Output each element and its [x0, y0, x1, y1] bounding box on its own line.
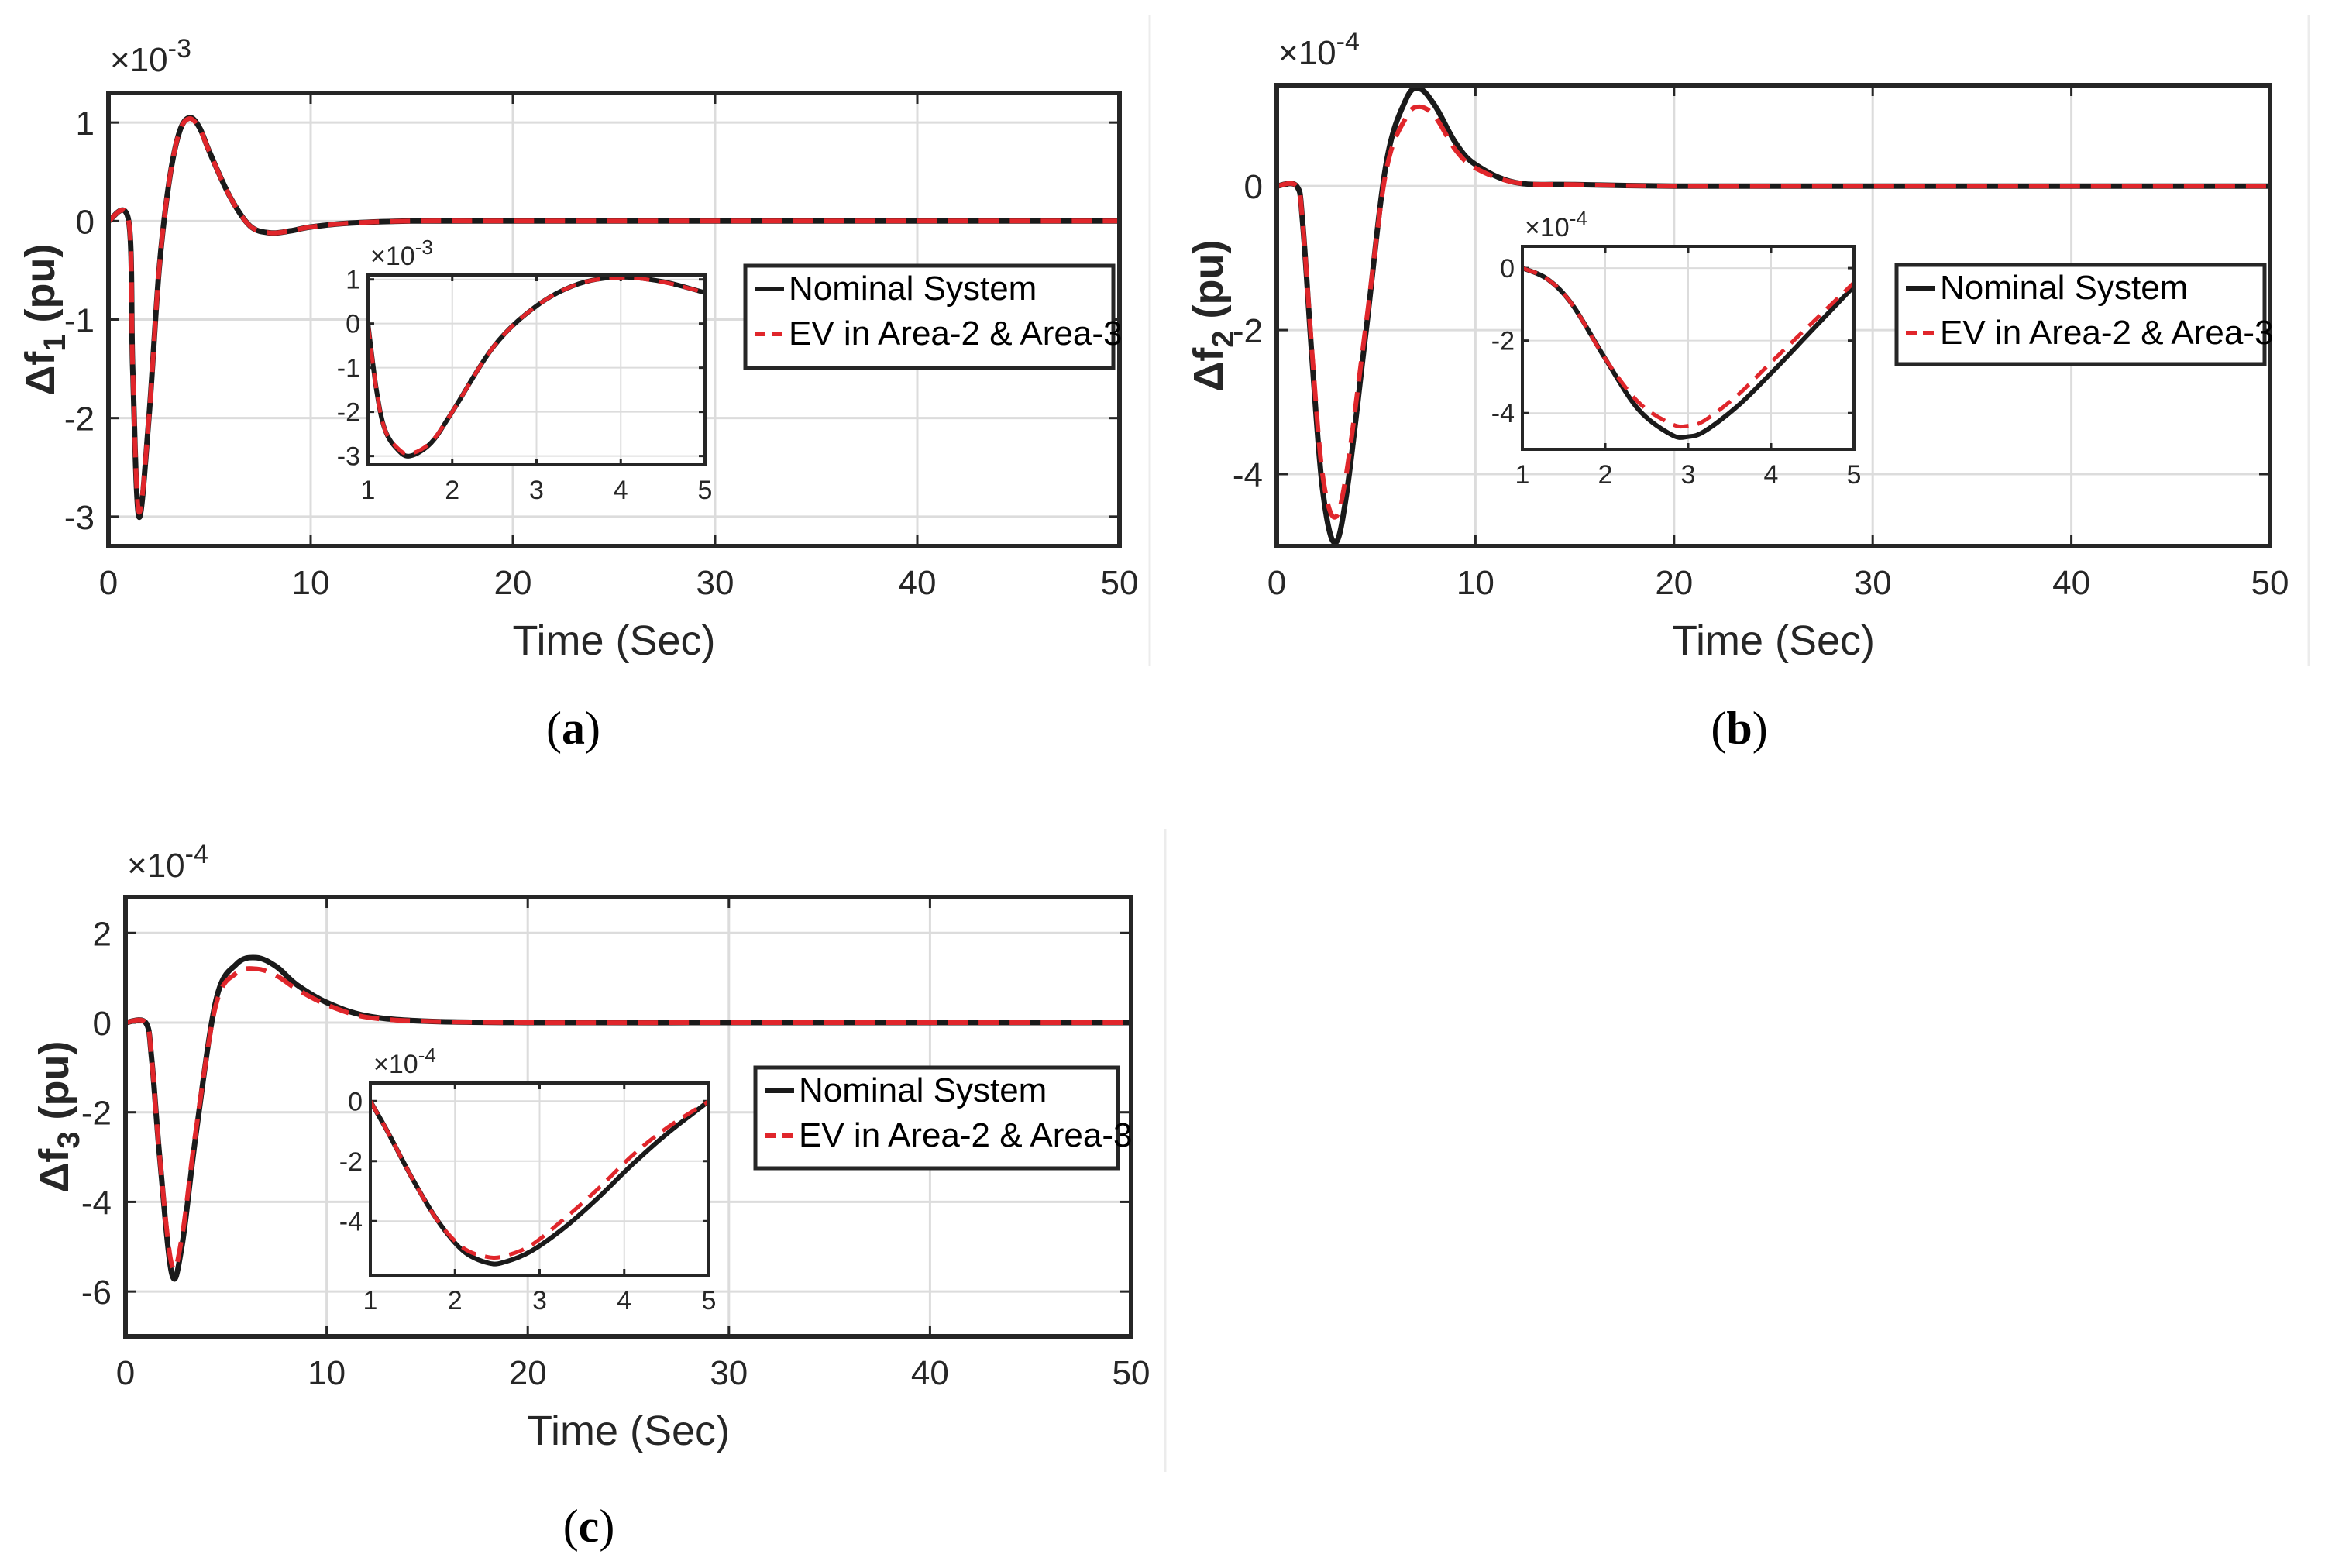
caption-c: (c)	[563, 1501, 615, 1552]
main-frame	[123, 895, 1133, 1339]
inset-tick-label-y: -2	[1491, 327, 1515, 356]
inset-line-ev	[370, 1099, 709, 1260]
main-tick-label-x: 20	[494, 564, 532, 602]
main-tick-label-y: -1	[64, 302, 95, 340]
main-tick-label-x: 10	[1457, 564, 1494, 602]
inset-tick-label-y: -2	[337, 398, 360, 428]
y-multiplier: ×10-3	[110, 34, 191, 79]
legend-label-nominal: Nominal System	[789, 270, 1037, 308]
inset-line-ev	[1522, 266, 1854, 429]
main-tick-label-y: -3	[64, 499, 95, 537]
series-line-ev	[108, 116, 1120, 515]
inset-tick-label-x: 1	[1515, 460, 1530, 490]
main-tick-label-y: -2	[64, 401, 95, 438]
y-axis-label: Δf3 (pu)	[31, 1041, 86, 1193]
inset-tick-label-y: 0	[1500, 254, 1515, 284]
inset-tick-label-y: -2	[339, 1147, 363, 1177]
main-tick-label-y: -2	[81, 1095, 112, 1133]
y-axis-label: Δf2 (pu)	[1185, 240, 1240, 392]
y-multiplier: ×10-4	[127, 840, 208, 885]
inset-tick-label-x: 4	[617, 1286, 631, 1315]
caption-b: (b)	[1711, 703, 1767, 754]
main-tick-label-x: 40	[911, 1354, 949, 1392]
main-tick-label-x: 40	[899, 564, 937, 602]
inset-tick-label-x: 2	[445, 476, 459, 505]
legend-label-nominal: Nominal System	[1940, 269, 2188, 307]
main-tick-label-x: 0	[1267, 564, 1286, 602]
series-line-ev	[1277, 104, 2270, 520]
inset-tick-label-x: 4	[1764, 460, 1779, 490]
inset-tick-label-x: 4	[614, 476, 628, 505]
main-tick-label-x: 30	[1854, 564, 1892, 602]
main-tick-label-y: -4	[1233, 456, 1263, 494]
main-tick-label-x: 50	[2251, 564, 2289, 602]
main-tick-label-x: 30	[696, 564, 734, 602]
main-tick-label-x: 40	[2052, 564, 2090, 602]
main-tick-label-y: 2	[93, 915, 112, 953]
inset-tick-label-y: -3	[337, 442, 360, 472]
main-tick-label-y: 0	[93, 1005, 112, 1043]
main-tick-label-y: -4	[81, 1184, 112, 1222]
x-axis-label: Time (Sec)	[527, 1408, 730, 1454]
inset-line-ev	[368, 275, 705, 456]
inset-tick-label-y: 0	[346, 310, 360, 339]
inset-y-multiplier: ×10-3	[370, 236, 433, 271]
main-tick-label-y: 0	[76, 203, 95, 241]
inset-tick-label-x: 5	[702, 1286, 717, 1315]
inset-tick-label-y: -4	[1491, 399, 1515, 428]
main-tick-label-x: 50	[1113, 1354, 1150, 1392]
y-multiplier: ×10-4	[1278, 27, 1360, 72]
series-line-ev	[126, 966, 1131, 1272]
legend-label-ev: EV in Area-2 & Area-3	[789, 315, 1122, 352]
main-tick-label-x: 20	[509, 1354, 547, 1392]
legend-box	[1894, 263, 2267, 366]
inset-tick-label-y: 0	[348, 1087, 363, 1116]
inset-tick-label-x: 5	[698, 476, 713, 505]
main-tick-label-y: 0	[1244, 168, 1263, 206]
inset-frame	[1521, 245, 1856, 451]
main-tick-label-y: -6	[81, 1274, 112, 1312]
main-tick-label-x: 10	[292, 564, 330, 602]
inset-tick-label-x: 3	[529, 476, 544, 505]
inset-tick-label-y: -4	[339, 1207, 363, 1236]
inset-tick-label-x: 2	[1598, 460, 1613, 490]
inset-tick-label-x: 3	[1681, 460, 1696, 490]
main-frame	[1274, 83, 2272, 548]
inset-frame	[369, 1081, 710, 1277]
legend-box	[743, 263, 1116, 370]
main-tick-label-y: 1	[76, 105, 95, 143]
main-tick-label-x: 10	[308, 1354, 346, 1392]
inset-tick-label-x: 1	[363, 1286, 378, 1315]
inset-tick-label-y: -1	[337, 354, 360, 383]
main-frame	[106, 91, 1122, 548]
inset-tick-label-x: 1	[361, 476, 376, 505]
legend-label-ev: EV in Area-2 & Area-3	[1940, 314, 2273, 352]
x-axis-label: Time (Sec)	[512, 617, 715, 664]
inset-frame	[366, 273, 707, 466]
main-tick-label-x: 50	[1101, 564, 1139, 602]
main-tick-label-x: 0	[116, 1354, 135, 1392]
legend-label-nominal: Nominal System	[799, 1071, 1047, 1109]
inset-tick-label-x: 5	[1847, 460, 1862, 490]
main-tick-label-x: 0	[99, 564, 118, 602]
legend-label-ev: EV in Area-2 & Area-3	[799, 1116, 1132, 1154]
legend-box	[753, 1065, 1120, 1171]
caption-a: (a)	[546, 703, 600, 754]
main-tick-label-x: 20	[1655, 564, 1693, 602]
inset-tick-label-x: 3	[532, 1286, 547, 1315]
inset-y-multiplier: ×10-4	[1525, 207, 1587, 242]
y-axis-label: Δf1 (pu)	[17, 244, 72, 396]
inset-y-multiplier: ×10-4	[373, 1044, 436, 1079]
x-axis-label: Time (Sec)	[1672, 617, 1875, 664]
main-tick-label-x: 30	[710, 1354, 748, 1392]
inset-tick-label-y: 1	[346, 266, 360, 295]
inset-tick-label-x: 2	[448, 1286, 463, 1315]
main-tick-label-y: -2	[1233, 312, 1263, 350]
